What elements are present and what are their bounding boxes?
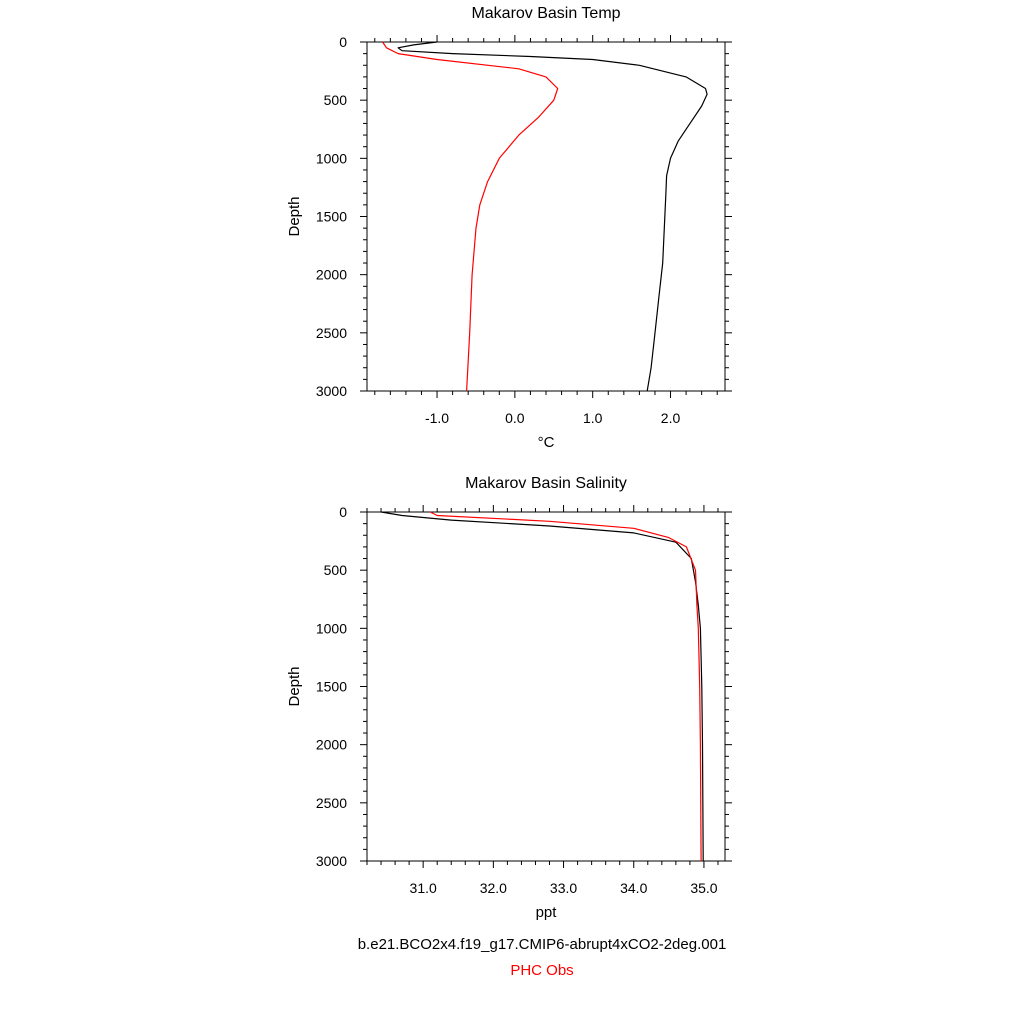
y-tick-label: 2000 — [316, 737, 347, 753]
plot-frame — [366, 41, 726, 392]
x-tick-label: 35.0 — [690, 880, 717, 896]
x-tick-label: 31.0 — [410, 880, 437, 896]
x-tick-label: 2.0 — [661, 410, 681, 426]
y-tick-label: 1500 — [316, 209, 347, 225]
plot-frame — [366, 511, 726, 862]
y-tick-label: 2500 — [316, 325, 347, 341]
y-tick-label: 1000 — [316, 620, 347, 636]
temperature-panel: Makarov Basin Temp 0 500 1000 1500 2000 2500 30… — [286, 5, 732, 451]
x-axis-label: °C — [538, 434, 555, 451]
x-tick-label: -1.0 — [425, 410, 449, 426]
chart-title: Makarov Basin Temp — [471, 5, 620, 22]
x-tick-label: 0.0 — [505, 410, 525, 426]
y-axis-label: Depth — [286, 196, 303, 236]
y-tick-label: 500 — [324, 92, 348, 108]
x-tick-label: 34.0 — [620, 880, 647, 896]
model-profile-line — [397, 41, 708, 392]
x-tick-label: 1.0 — [583, 410, 603, 426]
chart-title: Makarov Basin Salinity — [465, 475, 627, 492]
obs-profile-line — [382, 41, 559, 392]
obs-caption: PHC Obs — [510, 962, 574, 979]
y-tick-label: 2000 — [316, 267, 347, 283]
y-tick-label: 3000 — [316, 383, 347, 399]
y-tick-label: 1000 — [316, 150, 347, 166]
y-tick-label: 500 — [324, 562, 348, 578]
y-tick-label: 1500 — [316, 679, 347, 695]
y-tick-label: 0 — [339, 34, 347, 50]
y-tick-label: 3000 — [316, 853, 347, 869]
y-tick-label: 0 — [339, 504, 347, 520]
model-caption: b.e21.BCO2x4.f19_g17.CMIP6-abrupt4xCO2-2… — [357, 936, 727, 953]
y-tick-label: 2500 — [316, 795, 347, 811]
salinity-panel: Makarov Basin Salinity 0 500 1000 1500 2000 25… — [286, 475, 732, 921]
x-tick-label: 32.0 — [480, 880, 507, 896]
x-axis-label: ppt — [536, 904, 558, 921]
model-profile-line — [380, 511, 704, 862]
obs-profile-line — [429, 511, 702, 862]
y-axis-label: Depth — [286, 666, 303, 706]
x-tick-label: 33.0 — [550, 880, 577, 896]
